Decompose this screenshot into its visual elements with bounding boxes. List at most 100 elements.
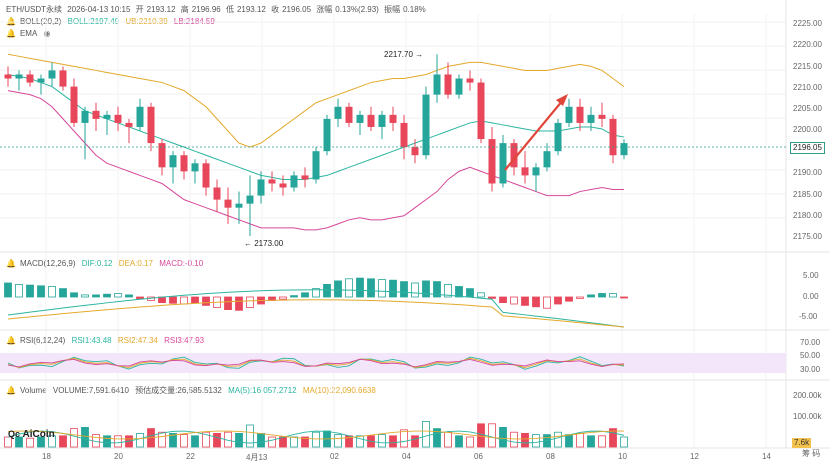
candle[interactable]: [389, 114, 397, 123]
candle[interactable]: [202, 163, 210, 188]
volume-bar: [389, 435, 397, 448]
volume-bar: [81, 426, 89, 448]
candle[interactable]: [466, 78, 474, 83]
ema-name[interactable]: EMA: [19, 29, 38, 38]
rsi-name[interactable]: RSI(6,12,24): [19, 336, 66, 345]
candle[interactable]: [26, 74, 34, 83]
candle[interactable]: [521, 167, 529, 176]
candle[interactable]: [169, 155, 177, 168]
candle[interactable]: [48, 70, 56, 79]
candle[interactable]: [92, 110, 100, 119]
candle[interactable]: [378, 114, 386, 127]
symbol-label[interactable]: ETH/USDT永续: [6, 5, 62, 14]
candle[interactable]: [422, 94, 430, 156]
candle[interactable]: [312, 151, 320, 180]
candle[interactable]: [4, 74, 12, 79]
macd-bar: [235, 296, 243, 311]
macd-tick-label: 5.00: [803, 271, 819, 280]
volume-bar: [554, 431, 562, 448]
candle[interactable]: [433, 74, 441, 95]
change-value: 0.13%(2.93): [335, 5, 379, 14]
volume-bar: [114, 435, 122, 448]
candle[interactable]: [290, 175, 298, 188]
aicoin-logo: Qc AiCoin: [8, 429, 55, 440]
candle[interactable]: [499, 143, 507, 184]
volume-bar: [279, 436, 287, 448]
candle[interactable]: [620, 143, 628, 156]
candle[interactable]: [70, 86, 78, 123]
candle[interactable]: [598, 114, 606, 119]
volume-bar: [565, 434, 573, 448]
candle[interactable]: [356, 114, 364, 123]
macd-bar: [532, 296, 540, 308]
bell-icon[interactable]: 🔔: [6, 259, 16, 268]
candle[interactable]: [257, 179, 265, 196]
candle[interactable]: [565, 106, 573, 123]
candle[interactable]: [103, 114, 111, 119]
volume-bar: [70, 428, 78, 448]
candle[interactable]: [554, 122, 562, 152]
candle[interactable]: [114, 114, 122, 123]
candle[interactable]: [411, 147, 419, 156]
trend-arrow[interactable]: [504, 99, 564, 171]
volume-bar: [576, 432, 584, 448]
rsi-tick-label: 30.00: [800, 365, 821, 374]
candle[interactable]: [213, 187, 221, 200]
candle[interactable]: [532, 167, 540, 176]
time-tick-label: 20: [114, 452, 123, 461]
macd-name[interactable]: MACD(12,26,9): [19, 259, 76, 268]
volume-name[interactable]: Volume: [19, 386, 47, 395]
high-annotation: 2217.70 →: [384, 50, 424, 59]
candle[interactable]: [444, 74, 452, 95]
chip-button[interactable]: 筹 码: [802, 448, 820, 459]
candle[interactable]: [180, 155, 188, 172]
candle[interactable]: [81, 110, 89, 123]
macd-bar: [114, 293, 122, 298]
candle[interactable]: [543, 151, 551, 168]
candle[interactable]: [510, 143, 518, 168]
candle[interactable]: [246, 195, 254, 204]
bell-icon[interactable]: 🔔: [6, 29, 16, 38]
candle[interactable]: [279, 183, 287, 188]
candle[interactable]: [455, 78, 463, 95]
candle[interactable]: [125, 122, 133, 127]
candle[interactable]: [136, 106, 144, 127]
volume-bar: [235, 432, 243, 448]
candle[interactable]: [587, 114, 595, 123]
bell-icon[interactable]: 🔔: [6, 336, 16, 345]
bell-icon[interactable]: 🔔: [6, 386, 16, 395]
macd-bar: [92, 294, 100, 298]
candle[interactable]: [37, 78, 45, 83]
volume-bar: [422, 420, 430, 448]
candle[interactable]: [576, 106, 584, 123]
candle[interactable]: [147, 106, 155, 144]
candle[interactable]: [609, 118, 617, 156]
candle[interactable]: [191, 163, 199, 172]
volume-bar: [499, 426, 507, 448]
candle[interactable]: [301, 175, 309, 180]
candle[interactable]: [15, 74, 23, 79]
candle[interactable]: [477, 82, 485, 140]
eye-icon[interactable]: ◉: [43, 29, 51, 38]
macd-bar: [565, 296, 573, 302]
candle[interactable]: [367, 114, 375, 127]
candle[interactable]: [323, 118, 331, 152]
candle[interactable]: [268, 179, 276, 184]
candle[interactable]: [400, 122, 408, 148]
volume-value: VOLUME:7,591.6410: [52, 386, 129, 395]
candle[interactable]: [224, 199, 232, 208]
macd-bar: [4, 282, 12, 298]
macd-bar: [202, 296, 210, 306]
macd-bar: [323, 283, 331, 298]
amplitude-label: 振幅: [384, 5, 401, 14]
candle[interactable]: [334, 106, 342, 119]
candle[interactable]: [345, 106, 353, 123]
candle[interactable]: [488, 139, 496, 184]
candle[interactable]: [158, 143, 166, 168]
macd-bar: [26, 284, 34, 298]
candle[interactable]: [235, 203, 243, 208]
candle[interactable]: [59, 70, 67, 87]
macd-bar: [81, 294, 89, 298]
high-label: 高: [180, 5, 189, 14]
